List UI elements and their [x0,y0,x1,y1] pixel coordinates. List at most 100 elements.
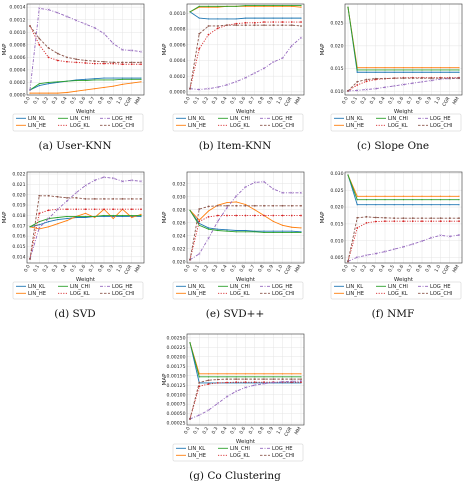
legend-label: LOG_CHI [272,453,295,459]
legend-label: LOG_KL [70,291,90,297]
data-point [244,229,247,232]
data-point [57,81,59,83]
data-point [66,217,68,220]
data-point [262,180,266,183]
data-point [75,61,78,64]
data-point [281,17,284,19]
data-point [272,231,274,234]
x-tick-label: 1.0 [433,264,442,273]
data-point [299,379,303,383]
data-point [207,383,210,385]
data-point [235,80,238,83]
legend-label: LIN_HE [188,291,206,297]
data-point [94,79,96,81]
x-tick-label: 1.0 [115,264,124,273]
y-tick-label: 0.00125 [167,383,186,389]
data-point [235,231,237,233]
data-point [384,69,386,71]
data-point [189,11,191,13]
data-point [103,208,105,211]
data-point [458,220,460,223]
y-tick-label: 0.0002 [169,74,185,80]
y-tick-label: 0.00225 [167,345,186,351]
plot-frame [186,333,305,426]
data-point [458,71,460,73]
data-point [365,221,368,224]
data-point [375,69,377,71]
data-point [56,59,59,62]
data-point [207,5,210,7]
data-point [225,206,229,209]
plot-frame [26,171,145,264]
data-point [420,80,424,83]
x-tick-label: 0.6 [78,96,87,105]
data-point [393,204,395,206]
data-point [253,181,256,184]
chart-item-knn: 0.0000 0.0002 0.0004 0.0006 0.0008 0.0010 0.0 0… [160,0,310,160]
y-tick-label: 0.021 [12,182,25,188]
data-point [281,21,284,23]
data-point [198,252,201,256]
y-tick-label: 0.020 [330,43,343,49]
data-point [254,4,256,7]
data-point [430,69,432,71]
data-point [290,24,293,27]
data-point [198,381,201,384]
x-tick-label: 0.8 [97,96,106,105]
data-point [263,214,265,217]
data-point [84,215,87,218]
legend-label: LIN_KL [188,284,205,290]
data-point [121,197,124,200]
data-point [103,197,105,200]
data-point [347,90,349,92]
data-point [300,373,302,375]
data-point [235,378,238,381]
data-point [384,195,386,197]
data-point [226,214,228,217]
data-point [291,226,293,228]
data-point [131,216,133,219]
data-point [375,204,377,206]
y-tick-label: 0.00050 [167,411,186,417]
data-point [254,231,256,233]
data-point [375,67,377,69]
data-point [458,67,460,69]
legend-label: LOG_KL [388,291,408,297]
legend-label: LOG_KL [230,123,250,129]
data-point [272,60,275,64]
y-tick-label: 0.00250 [167,335,186,341]
data-point [216,402,219,405]
data-point [121,83,124,85]
caption-user-knn: (a) User-KNN [38,140,112,152]
data-point [244,21,247,24]
data-point [121,208,124,211]
data-point [207,376,210,378]
data-point [235,229,237,232]
legend-label: LOG_CHI [430,291,453,297]
data-point [66,208,68,211]
data-point [374,216,377,219]
data-point [84,22,87,26]
data-point [393,199,395,201]
data-point [272,21,275,23]
data-point [384,199,386,201]
legend-box [330,113,462,132]
y-tick-label: 0.00175 [167,364,186,370]
data-point [93,62,96,65]
data-point [198,32,201,35]
data-point [29,92,31,94]
x-tick-label: 0.5 [69,264,78,273]
y-tick-label: 0.019 [12,203,25,209]
data-point [290,44,293,47]
data-point [393,248,396,251]
legend-label: LIN_CHI [70,284,90,290]
data-point [347,260,349,263]
legend-label: LIN_CHI [388,116,408,122]
data-point [244,203,247,206]
data-point [198,224,200,226]
data-point [290,214,293,217]
data-point [421,67,423,69]
data-point [281,376,284,378]
data-point [430,217,433,220]
